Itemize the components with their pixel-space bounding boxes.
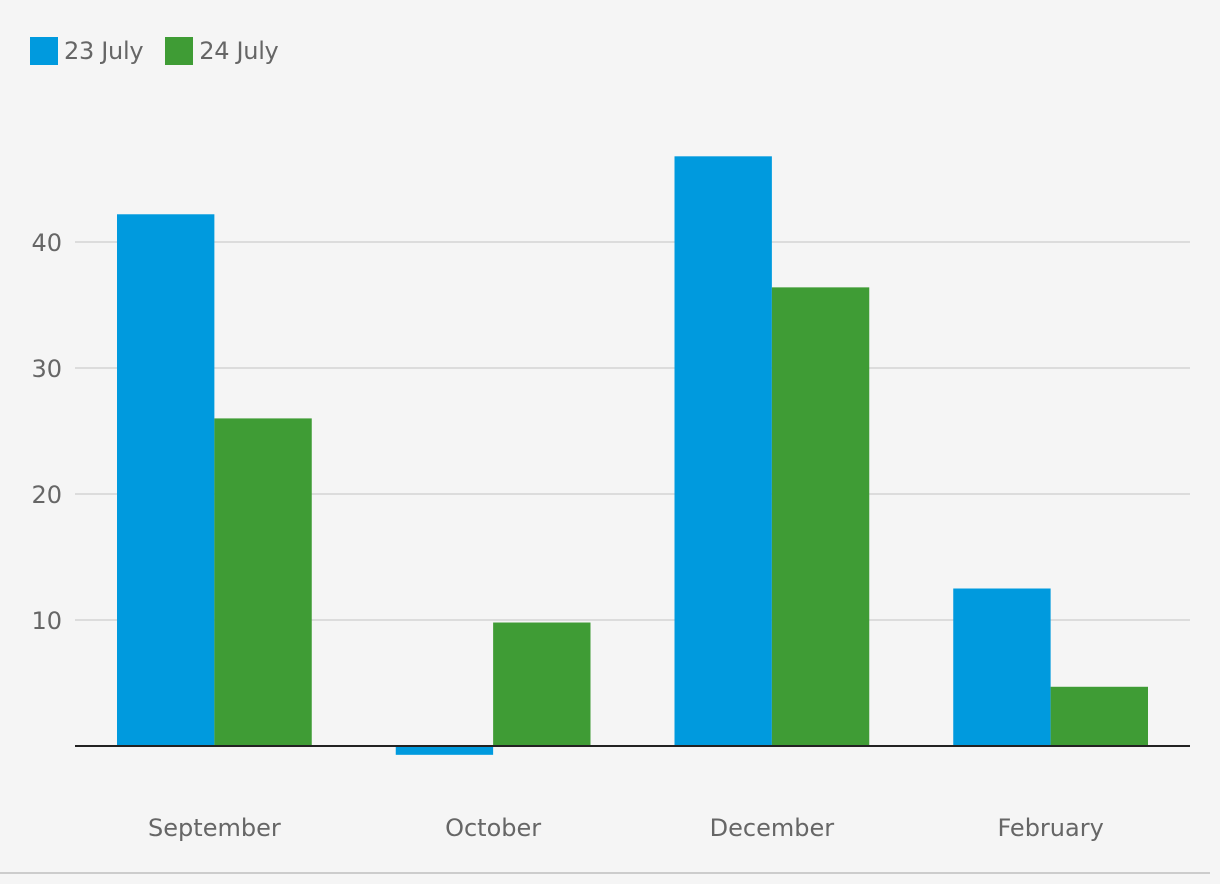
- bar-october-series-1: [395, 746, 494, 755]
- legend-swatch-series-1: [30, 37, 58, 65]
- bar-september-series-2: [214, 418, 312, 746]
- legend-label-series-2: 24 July: [199, 37, 279, 65]
- legend-swatch-series-2: [165, 37, 194, 65]
- x-tick-label-february: February: [997, 814, 1103, 842]
- x-tick-label-december: December: [710, 814, 835, 842]
- bar-december-series-1: [674, 156, 772, 746]
- legend-item-series-2: 24 July: [165, 37, 279, 65]
- bar-december-series-2: [771, 287, 870, 746]
- bar-february-series-1: [953, 588, 1051, 746]
- bar-october-series-2: [493, 622, 591, 746]
- bar-february-series-2: [1050, 686, 1148, 746]
- legend-item-series-1: 23 July: [30, 37, 144, 65]
- bottom-divider: [0, 872, 1210, 874]
- y-tick-label-30: 30: [31, 355, 62, 383]
- bar-september-series-1: [117, 214, 215, 746]
- x-tick-label-october: October: [445, 814, 541, 842]
- y-tick-label-40: 40: [31, 229, 62, 257]
- y-tick-label-10: 10: [31, 607, 62, 635]
- y-tick-label-20: 20: [31, 481, 62, 509]
- x-tick-label-september: September: [148, 814, 281, 842]
- legend-label-series-1: 23 July: [64, 37, 144, 65]
- chart-legend: 23 July 24 July: [30, 34, 300, 68]
